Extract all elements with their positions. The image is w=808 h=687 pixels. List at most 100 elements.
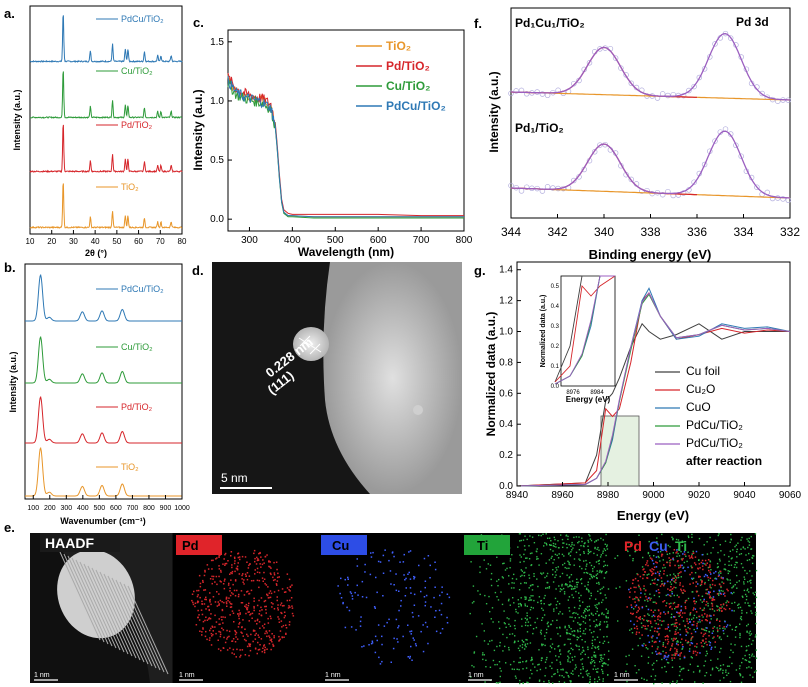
eds-cu-dot-1 [413,575,415,578]
eds-ti-dot-244 [537,585,539,588]
eds-ti-dot-762 [556,627,558,629]
eds-ti-dot-815 [525,660,528,662]
eds-merge-pd-dot-386 [684,612,686,614]
eds-pd-dot-300 [244,628,246,630]
eds-pd-dot-260 [268,565,270,568]
eds-ti-dot-608 [530,659,532,662]
eds-merge-pd-dot-136 [684,553,686,556]
eds-ti-dot-706 [558,645,560,647]
eds-pd-dot-408 [210,644,213,646]
eds-merge-pd-dot-314 [706,644,708,646]
eds-pd-dot-335 [204,635,207,638]
eds-pd-dot-449 [208,639,211,641]
eds-merge-pd-dot-241 [680,652,682,654]
eds-ti-dot-867 [485,603,488,605]
eds-ti-dot-641 [558,547,560,549]
eds-cu-dot-106 [446,622,449,624]
eds-pd-dot-68 [205,608,207,610]
eds-merge-pd-dot-402 [674,638,677,640]
eds-pd-dot-96 [270,592,273,595]
eds-ti-dot-683 [570,680,572,682]
eds-merge-cu-dot-94 [699,652,701,654]
eds-cu-dot-41 [390,583,392,585]
eds-pd-dot-366 [267,586,269,588]
eds-pd-dot-512 [235,567,238,570]
eds-pd-dot-32 [285,591,287,593]
eds-cu-dot-135 [405,587,407,589]
eds-ti-dot-467 [528,545,530,547]
eds-pd-dot-484 [210,613,212,615]
eds-merge-ti-dot-288 [707,579,710,581]
eds-scale-label-4: 1 nm [614,672,630,679]
eds-ti-dot-342 [556,659,558,661]
eds-ti-dot-50 [489,564,492,566]
eds-pd-dot-359 [204,598,206,601]
eds-merge-ti-dot-562 [719,560,721,562]
eds-ti-dot-565 [514,640,516,642]
eds-merge-cu-dot-27 [667,626,670,628]
eds-ti-dot-197 [567,638,569,640]
eds-ti-dot-869 [526,681,528,683]
eds-cu-dot-32 [418,564,420,567]
eds-merge-ti-dot-366 [719,664,722,667]
eds-ti-dot-31 [588,605,590,608]
eds-ti-dot-453 [515,578,518,580]
eds-pd-dot-67 [203,603,206,605]
eds-ti-dot-687 [540,659,543,662]
eds-ti-dot-888 [607,674,609,676]
eds-merge-ti-dot-163 [735,566,738,569]
eds-merge-ti-dot-336 [726,635,729,637]
eds-ti-dot-322 [473,600,475,603]
eds-pd-dot-507 [263,645,265,647]
eds-cu-dot-24 [370,552,372,554]
eds-merge-ti-dot-166 [680,576,682,578]
eds-ti-dot-40 [563,562,566,565]
eds-merge-pd-dot-416 [630,612,632,614]
eds-merge-ti-dot-396 [640,655,643,657]
eds-ti-dot-49 [519,657,521,659]
eds-ti-dot-154 [576,636,578,638]
eds-pd-dot-92 [243,583,245,585]
eds-merge-ti-dot-430 [698,671,701,673]
eds-ti-dot-417 [586,669,588,672]
eds-ti-dot-620 [550,603,552,605]
eds-ti-dot-132 [584,542,586,544]
panel-c-legend-label-3: PdCu/TiO₂ [386,99,446,113]
eds-ti-dot-279 [561,583,563,586]
eds-ti-dot-725 [524,624,527,627]
panel-b-tick-label-7: 800 [143,505,155,512]
eds-merge-pd-dot-235 [677,632,679,634]
eds-ti-dot-858 [549,544,551,546]
eds-pd-dot-418 [278,618,280,620]
eds-ti-dot-140 [567,675,569,677]
eds-scale-label-0: 1 nm [34,672,50,679]
eds-pd-dot-11 [234,570,236,573]
eds-merge-dots [614,533,758,685]
eds-ti-dot-580 [588,609,590,611]
eds-ti-dot-262 [553,545,556,548]
eds-merge-cu-dot-30 [664,654,666,657]
panel-f-fit-1 [510,130,791,199]
eds-ti-dot-707 [524,617,527,619]
eds-cu-dot-142 [344,578,346,581]
eds-merge-ti-dot-145 [704,581,706,584]
eds-merge-ti-dot-472 [641,677,643,679]
eds-merge-ti-dot-526 [737,607,740,609]
eds-merge-ti-dot-367 [695,601,697,603]
eds-cu-dot-70 [409,655,411,658]
eds-ti-dot-530 [542,609,544,611]
eds-pd-dot-183 [260,566,262,568]
eds-cu-dot-128 [397,626,399,629]
eds-lattice-fringe-16 [123,583,165,673]
eds-ti-dot-512 [584,610,586,613]
eds-ti-dot-661 [585,559,587,562]
eds-merge-pd-dot-391 [696,622,698,625]
panel-f-point-1-43 [733,142,739,149]
eds-cu-dot-5 [377,560,380,563]
eds-merge-cu-dot-29 [667,654,670,657]
eds-merge-ti-dot-548 [712,547,714,549]
eds-pd-dot-9 [250,589,253,592]
eds-ti-dot-185 [519,561,521,563]
eds-merge-pd-dot-318 [702,628,704,631]
